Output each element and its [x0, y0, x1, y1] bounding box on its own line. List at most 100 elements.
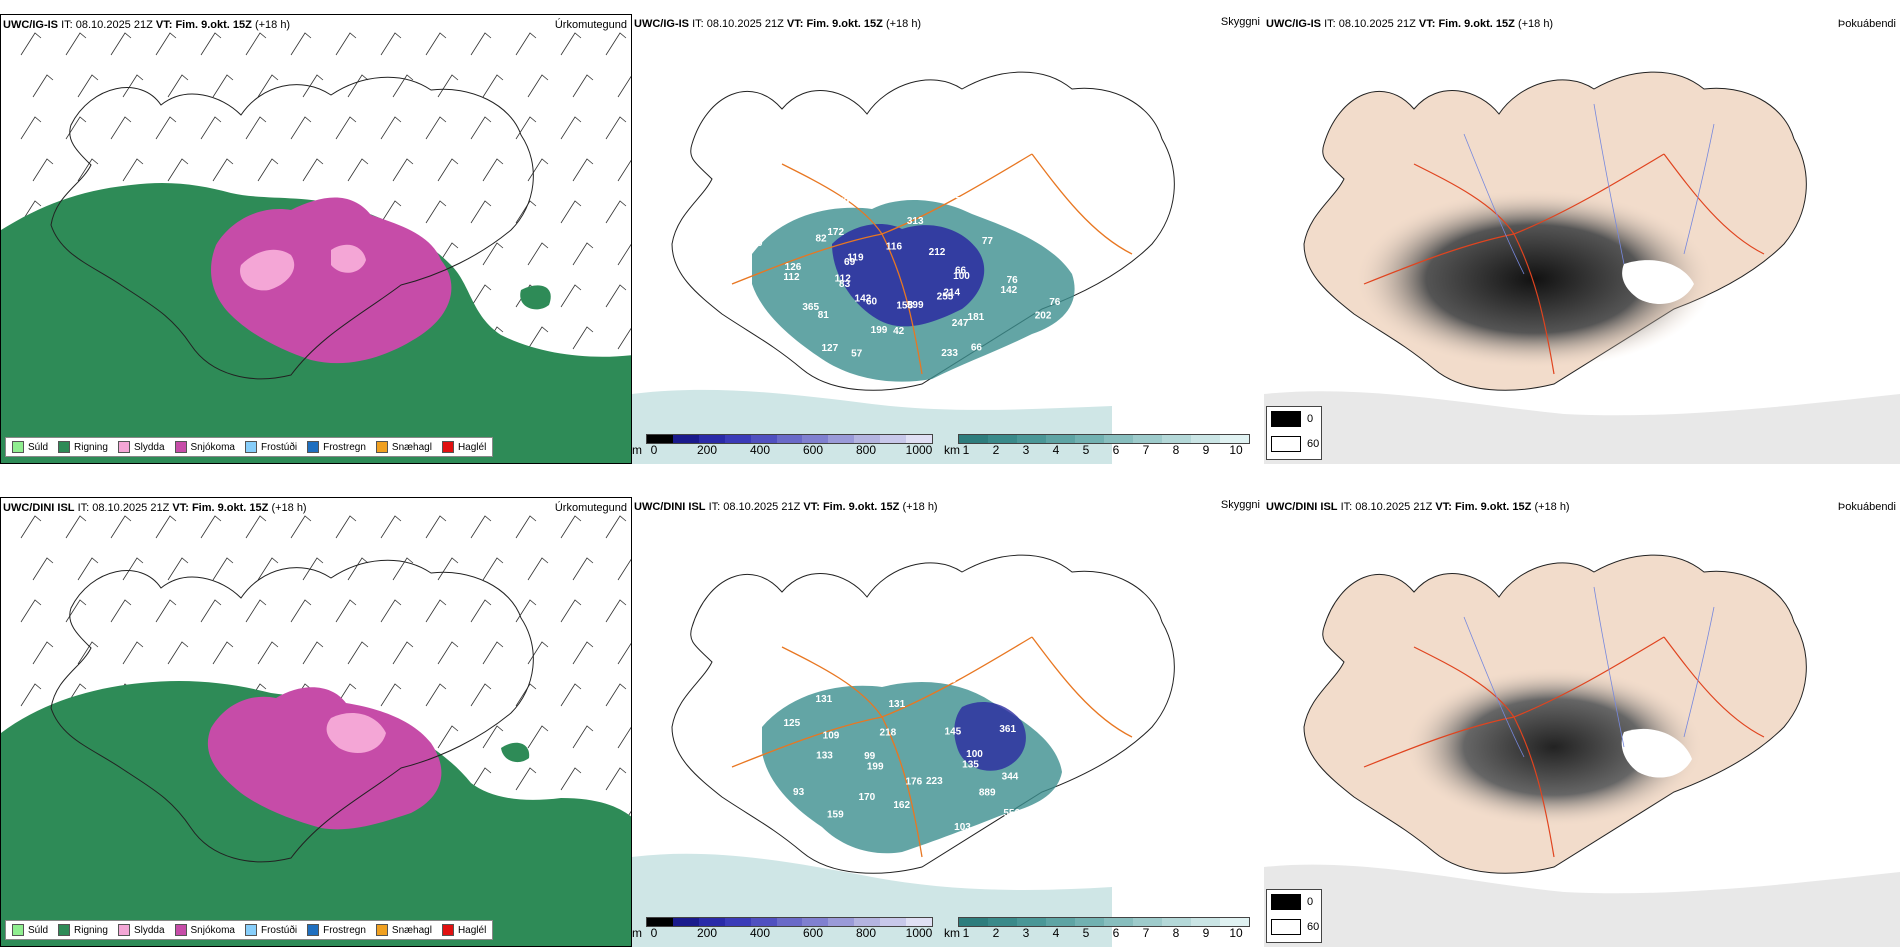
legend-item: Frostregn [307, 441, 366, 453]
fog-white-area [1622, 260, 1694, 304]
cloud-base-area [954, 702, 1026, 771]
cloud-base-label: 195 [1056, 745, 1073, 756]
panel-title: Þokuábendi [1837, 18, 1896, 30]
cloud-base-label: 139 [940, 674, 957, 685]
wind-barb [572, 242, 594, 266]
cloud-base-label: 365 [802, 302, 819, 313]
wind-barb [605, 515, 627, 539]
legend-swatch [174, 441, 187, 453]
wind-barb [425, 515, 447, 539]
wind-barb [155, 32, 177, 56]
legend-item: Frostregn [307, 924, 366, 936]
cloud-base-label: 172 [827, 227, 844, 238]
visibility-colorbar: km 1 2 3 4 5 6 7 8 9 10 [944, 917, 1254, 943]
cloud-base-label: 152 [742, 298, 759, 309]
legend-item: Súld [12, 924, 48, 936]
colorbar-unit: km [944, 443, 960, 457]
fog-panel-bottom: UWC/DINI ISL IT: 08.10.2025 21Z VT: Fim.… [1264, 497, 1900, 947]
wind-barb [560, 683, 582, 707]
cloud-base-label: 889 [979, 788, 996, 799]
wind-barb [200, 116, 222, 140]
panel-header: UWC/IG-IS IT: 08.10.2025 21Z VT: Fim. 9.… [634, 18, 922, 30]
wind-barb [245, 599, 267, 623]
cloud-base-area [832, 224, 985, 327]
cloud-base-label: 233 [941, 348, 958, 359]
wind-barb [560, 284, 582, 308]
wind-barb [470, 32, 492, 56]
colorbar-segment [647, 435, 673, 443]
colorbar-tick: 6 [1112, 443, 1120, 457]
wind-barb [302, 74, 324, 98]
legend-label: Snjókoma [190, 924, 235, 936]
cloud-base-colorbar: m 0 200 400 600 800 1000 [632, 434, 937, 460]
panel-title: Þokuábendi [1837, 501, 1896, 513]
cloud-base-label: 76 [1007, 275, 1019, 286]
wind-barb [437, 725, 459, 749]
wind-barb [515, 116, 537, 140]
fog-legend-label: 60 [1307, 438, 1320, 450]
legend-item: Rigning [58, 441, 108, 453]
wind-barb [482, 725, 504, 749]
wind-barb [167, 158, 189, 182]
wind-barb [437, 641, 459, 665]
colorbar-strip [958, 917, 1250, 927]
colorbar-segment [802, 435, 829, 443]
wind-barb [32, 158, 54, 182]
legend-label: Snæhagl [391, 924, 432, 936]
wind-barb [200, 32, 222, 56]
cloud-base-label: 103 [954, 822, 971, 833]
legend-swatch [244, 924, 257, 936]
cloud-base-label: 57 [851, 349, 863, 360]
colorbar-segment [880, 435, 907, 443]
colorbar-segment [1133, 918, 1162, 926]
colorbar-tick: 1 [962, 926, 970, 940]
panel-title: Úrkomutegund [554, 502, 627, 514]
wind-barb [617, 558, 631, 581]
colorbar-segment [854, 918, 881, 926]
colorbar-segment [698, 435, 725, 443]
wind-barb [560, 767, 582, 791]
cloud-base-label: 159 [827, 809, 844, 820]
colorbar-tick: 200 [696, 926, 718, 940]
wind-barb [527, 557, 549, 581]
wind-barb [257, 158, 279, 182]
colorbar-tick: 800 [855, 443, 877, 457]
wind-barb [527, 74, 549, 98]
panel-header: UWC/DINI ISL IT: 08.10.2025 21Z VT: Fim.… [3, 502, 307, 514]
cloud-base-label: 133 [816, 750, 833, 761]
colorbar-segment [906, 918, 932, 926]
legend-swatch [174, 924, 187, 936]
wind-barb [470, 767, 492, 791]
legend-label: Súld [28, 441, 49, 453]
cloud-base-label: 42 [893, 326, 905, 337]
colorbar-segment [1104, 435, 1133, 443]
legend-label: Slydda [133, 441, 165, 453]
cloud-base-label: 135 [962, 760, 979, 771]
legend-item: Snæhagl [375, 441, 432, 453]
panel-title: Skyggni [1220, 16, 1260, 28]
wind-barb [302, 641, 324, 665]
wind-barb [110, 515, 132, 539]
wind-barb [617, 243, 631, 266]
fog-legend-label: 0 [1307, 896, 1314, 908]
wind-barb [470, 284, 492, 308]
wind-barb [527, 326, 549, 350]
wind-barb [122, 158, 144, 182]
cloud-base-label: 212 [929, 247, 946, 258]
colorbar-tick: 5 [1082, 926, 1090, 940]
colorbar-segment [854, 435, 881, 443]
colorbar-segment [828, 918, 855, 926]
sleet-area [326, 713, 386, 753]
wind-barb [245, 32, 267, 56]
wind-barb [380, 515, 402, 539]
colorbar-segment [988, 918, 1017, 926]
fog-core [1404, 667, 1704, 827]
wind-barb [470, 116, 492, 140]
wind-barb [20, 599, 42, 623]
colorbar-tick: 6 [1112, 926, 1120, 940]
wind-barb [437, 158, 459, 182]
wind-barb [290, 599, 312, 623]
colorbar-tick: 8 [1172, 926, 1180, 940]
wind-barb [212, 557, 234, 581]
